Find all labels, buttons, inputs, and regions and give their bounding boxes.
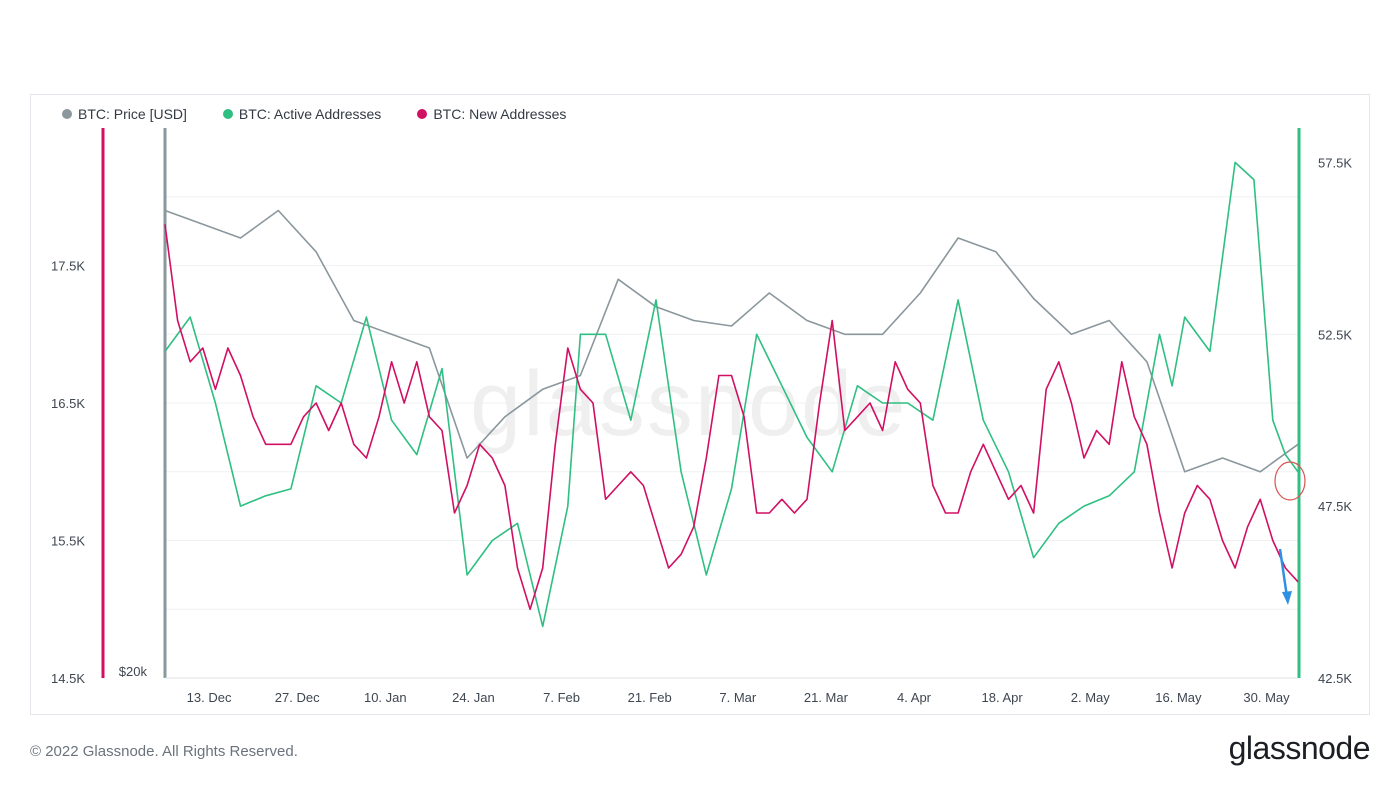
- legend-label-active-addresses: BTC: Active Addresses: [238, 106, 382, 122]
- legend-item-price[interactable]: BTC: Price [USD]: [62, 106, 187, 122]
- right-tick-label: 57.5K: [1318, 155, 1352, 170]
- legend-label-new-addresses: BTC: New Addresses: [433, 106, 567, 122]
- right-tick-label: 47.5K: [1318, 499, 1352, 514]
- x-tick-label: 13. Dec: [187, 690, 232, 705]
- annotation-arrow-shaft: [1278, 548, 1289, 598]
- copyright-text: © 2022 Glassnode. All Rights Reserved.: [30, 743, 298, 760]
- glassnode-logo: glassnode: [1228, 730, 1371, 766]
- new-addresses-line: [164, 224, 1299, 611]
- legend-label-price: BTC: Price [USD]: [78, 106, 187, 122]
- x-tick-label: 18. Apr: [982, 690, 1024, 705]
- x-tick-label: 24. Jan: [452, 690, 495, 705]
- left-tick-label: 17.5K: [51, 259, 85, 274]
- annotation-circle: [1274, 461, 1306, 501]
- right-tick-label: 42.5K: [1318, 671, 1352, 686]
- annotation-arrow-head: [1282, 591, 1292, 605]
- x-tick-label: 2. May: [1071, 690, 1111, 705]
- x-tick-label: 27. Dec: [275, 690, 320, 705]
- left-tick-label: 14.5K: [51, 671, 85, 686]
- x-tick-label: 30. May: [1243, 690, 1290, 705]
- active-addresses-line: [164, 161, 1299, 628]
- x-tick-label: 10. Jan: [364, 690, 407, 705]
- legend: BTC: Price [USD] BTC: Active Addresses B…: [62, 106, 566, 122]
- price-tick-label: $20k: [119, 664, 148, 679]
- x-tick-label: 4. Apr: [897, 690, 932, 705]
- right-tick-label: 52.5K: [1318, 327, 1352, 342]
- x-tick-label: 21. Mar: [804, 690, 849, 705]
- x-tick-label: 16. May: [1155, 690, 1202, 705]
- legend-item-active-addresses[interactable]: BTC: Active Addresses: [222, 106, 382, 122]
- left-tick-label: 16.5K: [51, 396, 85, 411]
- left-tick-label: 15.5K: [51, 534, 85, 549]
- x-tick-label: 7. Feb: [543, 690, 580, 705]
- x-tick-label: 21. Feb: [628, 690, 672, 705]
- watermark: glassnode: [470, 353, 908, 455]
- legend-item-new-addresses[interactable]: BTC: New Addresses: [417, 106, 566, 122]
- legend-dot-price: [62, 109, 72, 119]
- price-line: [164, 209, 1299, 473]
- x-tick-label: 7. Mar: [719, 690, 757, 705]
- legend-dot-active-addresses: [222, 109, 233, 119]
- legend-dot-new-addresses: [417, 109, 428, 119]
